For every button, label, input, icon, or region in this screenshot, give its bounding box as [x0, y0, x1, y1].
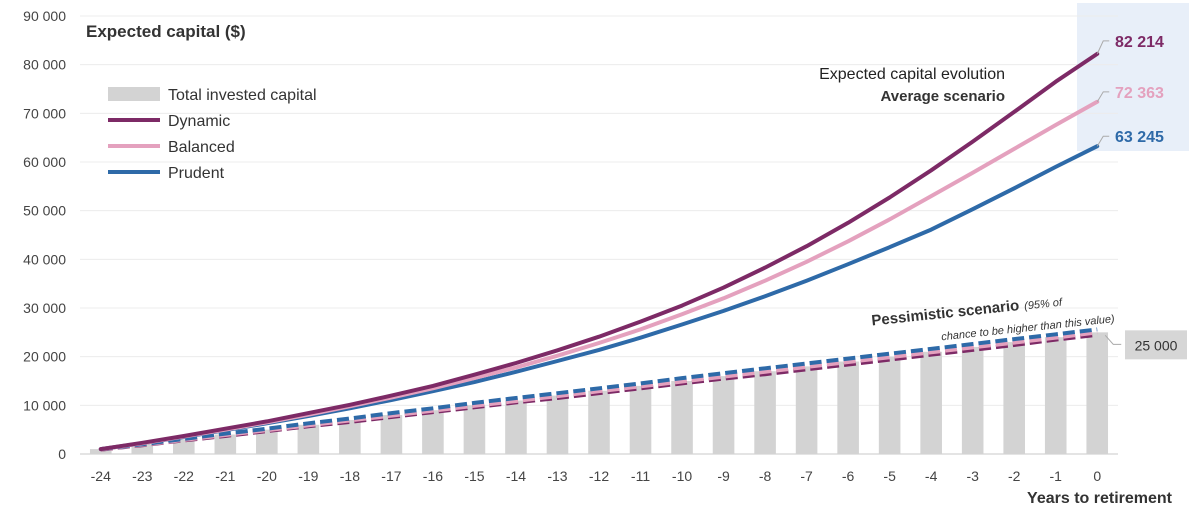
end-label-leader — [1096, 91, 1110, 103]
legend-swatch-bar — [108, 87, 160, 101]
pessimistic-annotation: Pessimistic scenario (95% of chance to be… — [871, 296, 1116, 343]
x-tick-label: -19 — [298, 468, 318, 484]
y-tick-label: 10 000 — [23, 397, 66, 413]
pessimistic-line-balanced — [100, 330, 1098, 452]
invested-label-leader — [1104, 335, 1122, 345]
end-label-leader — [1096, 40, 1110, 55]
end-label-value: 72 363 — [1115, 85, 1164, 102]
y-tick-label: 40 000 — [23, 251, 66, 267]
y-tick-labels: 0 10 000 20 000 30 000 40 000 50 000 60 000 70 … — [23, 8, 66, 462]
x-tick-label: -22 — [174, 468, 194, 484]
legend-label: Balanced — [168, 139, 235, 156]
invested-bar — [920, 351, 942, 454]
invested-bar — [629, 385, 652, 454]
chart-title: Expected capital ($) — [86, 22, 246, 41]
invested-bar — [339, 419, 361, 454]
expected-annotation-line2: Average scenario — [880, 88, 1005, 105]
y-tick-label: 90 000 — [23, 8, 66, 24]
invested-bar — [1086, 332, 1109, 454]
x-tick-label: 0 — [1093, 468, 1101, 484]
y-tick-label: 70 000 — [23, 105, 66, 121]
x-tick-label: -6 — [842, 468, 855, 484]
invested-bar — [754, 371, 776, 454]
x-tick-label: -23 — [132, 468, 152, 484]
invested-bar — [422, 410, 444, 454]
invested-label-value: 25 000 — [1135, 337, 1178, 353]
invested-capital-bars — [89, 332, 1109, 454]
x-tick-label: -20 — [257, 468, 277, 484]
invested-bar — [588, 390, 610, 454]
invested-bar — [878, 356, 901, 454]
pessimistic-line-prudent — [100, 327, 1098, 452]
x-tick-label: -1 — [1049, 468, 1062, 484]
x-tick-label: -5 — [883, 468, 896, 484]
x-tick-label: -7 — [800, 468, 813, 484]
expected-line-dynamic — [98, 51, 1100, 452]
legend: Total invested capital Dynamic Balanced Pru… — [108, 87, 317, 182]
x-tick-label: -15 — [464, 468, 484, 484]
legend-label: Prudent — [168, 165, 225, 182]
y-tick-label: 0 — [58, 446, 66, 462]
x-tick-label: -12 — [589, 468, 609, 484]
expected-annotation-line1: Expected capital evolution — [819, 66, 1005, 83]
invested-bar — [173, 439, 195, 454]
y-tick-label: 20 000 — [23, 349, 66, 365]
end-label-value: 82 214 — [1115, 34, 1164, 51]
x-tick-label: -21 — [215, 468, 235, 484]
legend-label: Total invested capital — [168, 87, 317, 104]
invested-bar — [380, 415, 403, 454]
x-tick-label: -4 — [925, 468, 938, 484]
end-label-value: 63 245 — [1115, 129, 1164, 146]
x-tick-label: -9 — [717, 468, 730, 484]
x-tick-label: -11 — [631, 468, 650, 484]
invested-bar — [505, 400, 527, 454]
x-tick-label: -16 — [423, 468, 443, 484]
x-tick-label: -14 — [506, 468, 526, 484]
end-label-leader — [1096, 135, 1110, 147]
invested-bar — [256, 429, 278, 454]
y-tick-label: 80 000 — [23, 57, 66, 73]
x-tick-label: -24 — [91, 468, 111, 484]
invested-bar — [671, 381, 693, 454]
invested-bar — [463, 405, 486, 454]
invested-bar — [837, 361, 859, 454]
x-tick-label: -10 — [672, 468, 692, 484]
y-tick-label: 30 000 — [23, 300, 66, 316]
invested-label-box — [1125, 330, 1187, 360]
legend-label: Dynamic — [168, 113, 230, 130]
invested-bar — [1044, 337, 1067, 454]
final-values-highlight — [1077, 3, 1189, 151]
x-tick-labels: -24 -23 -22 -21 -20 -19 -18 -17 -16 -15 -14 -13 -12-… — [91, 468, 1102, 484]
invested-bar — [214, 434, 237, 454]
pessimistic-lines — [100, 327, 1098, 452]
invested-bar — [131, 444, 154, 454]
x-axis-label: Years to retirement — [1027, 490, 1173, 507]
expected-lines — [98, 51, 1100, 452]
x-tick-label: -13 — [547, 468, 567, 484]
x-tick-label: -3 — [966, 468, 979, 484]
x-tick-label: -2 — [1008, 468, 1021, 484]
x-tick-label: -8 — [759, 468, 772, 484]
invested-bar — [795, 366, 818, 454]
invested-bar — [1003, 342, 1025, 454]
invested-bar — [546, 395, 569, 454]
x-tick-label: -18 — [340, 468, 360, 484]
invested-bar — [712, 376, 735, 454]
invested-bar — [961, 346, 984, 454]
invested-bar — [89, 449, 112, 454]
invested-bar — [297, 424, 320, 454]
end-value-labels: 82 214 72 363 63 245 25 000 — [1096, 34, 1187, 360]
y-tick-label: 60 000 — [23, 154, 66, 170]
y-tick-label: 50 000 — [23, 203, 66, 219]
x-tick-label: -17 — [381, 468, 401, 484]
